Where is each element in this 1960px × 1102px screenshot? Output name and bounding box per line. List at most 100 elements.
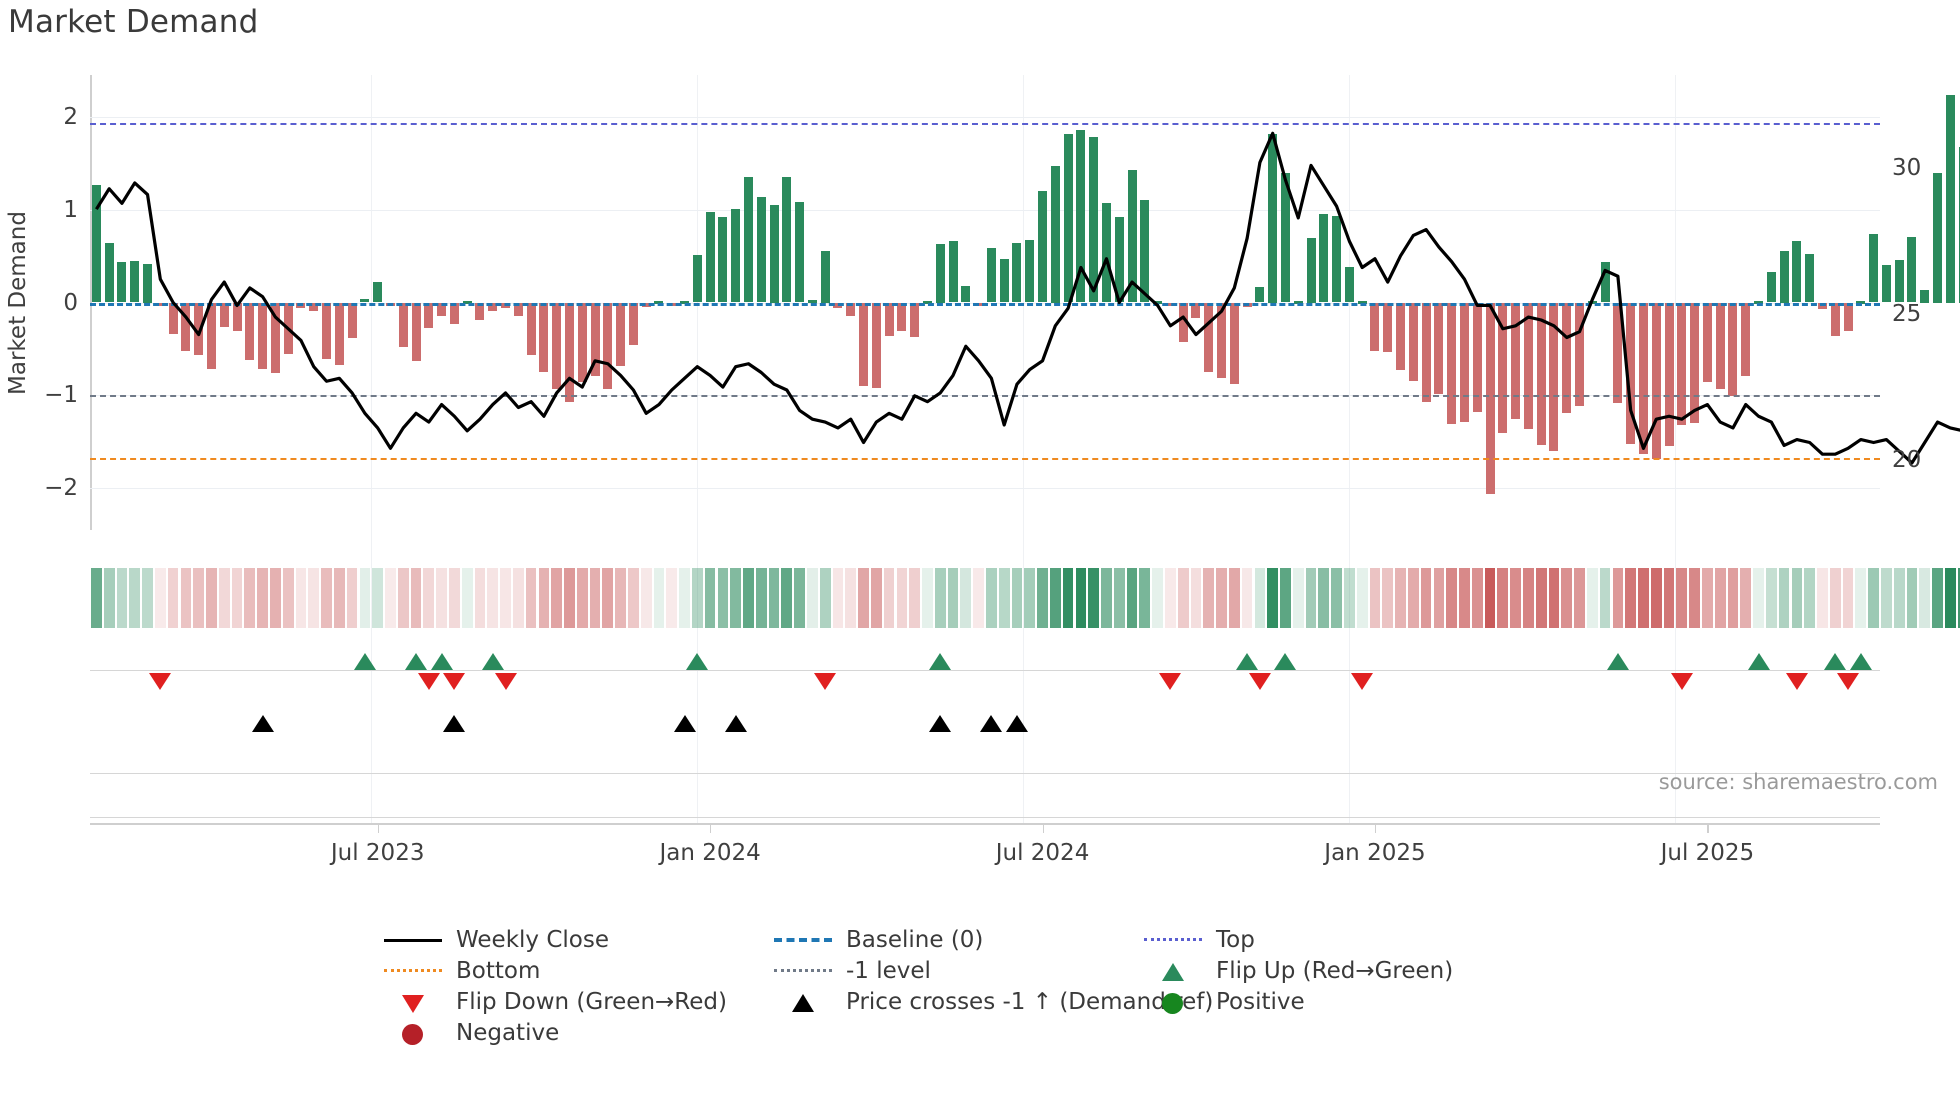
gridline xyxy=(90,116,1880,118)
demand-bar xyxy=(935,244,945,303)
legend-item[interactable]: Flip Down (Green→Red) xyxy=(380,987,727,1017)
heatmap-cell xyxy=(1126,568,1138,628)
reference-line-top xyxy=(90,123,1880,126)
marker-row-flip xyxy=(90,670,1880,671)
circle-icon xyxy=(1162,993,1183,1014)
demand-bar xyxy=(1076,129,1086,303)
demand-bar xyxy=(526,302,536,355)
heatmap-cell xyxy=(449,568,460,628)
demand-bar xyxy=(1805,254,1815,303)
legend-key xyxy=(770,927,836,953)
heatmap-cell xyxy=(346,568,358,628)
demand-bar xyxy=(488,302,498,311)
heatmap-cell xyxy=(1228,568,1240,628)
weekly-close-line xyxy=(95,131,1960,465)
demand-bar xyxy=(398,302,408,348)
legend-item[interactable]: Negative xyxy=(380,1018,559,1048)
flip-up-marker xyxy=(353,653,376,670)
demand-bar xyxy=(1664,302,1674,446)
heatmap-cell xyxy=(1280,568,1291,628)
reference-line-bottom xyxy=(90,457,1880,460)
triangle-up-icon xyxy=(1162,963,1184,981)
legend-item[interactable]: Flip Up (Red→Green) xyxy=(1140,956,1453,986)
demand-bar xyxy=(539,302,549,373)
heatmap-cell xyxy=(385,568,396,628)
demand-bar xyxy=(1114,217,1124,303)
demand-bar xyxy=(1779,250,1789,303)
heatmap-cell xyxy=(1075,568,1087,628)
x-tick-label: Jan 2025 xyxy=(1324,840,1426,866)
heatmap-cell xyxy=(1599,568,1611,628)
heatmap-cell xyxy=(1561,568,1573,628)
heatmap-cell xyxy=(1510,568,1521,628)
demand-bar xyxy=(871,302,881,388)
heatmap-cell xyxy=(679,568,690,628)
demand-bar xyxy=(1523,302,1533,429)
demand-bar xyxy=(1715,302,1725,389)
legend-label: Bottom xyxy=(456,958,541,984)
flip-up-marker xyxy=(1849,653,1872,670)
heatmap-cell xyxy=(1829,568,1841,628)
legend-label: Negative xyxy=(456,1020,560,1046)
heatmap-cell xyxy=(129,568,141,628)
heatmap-cell xyxy=(1944,568,1956,628)
y-tick-label-left: 1 xyxy=(63,196,78,223)
page-title: Market Demand xyxy=(8,4,259,40)
circle-icon xyxy=(402,1024,423,1045)
demand-bar xyxy=(1396,302,1406,371)
heatmap-cell xyxy=(359,568,371,628)
flip-down-marker xyxy=(814,673,837,690)
heatmap-cell xyxy=(1893,568,1905,628)
demand-bar xyxy=(999,258,1009,303)
legend-item[interactable]: Baseline (0) xyxy=(770,925,983,955)
heatmap-cell xyxy=(666,568,678,628)
heatmap-cell xyxy=(372,568,384,628)
heatmap-cell xyxy=(589,568,601,628)
demand-bar xyxy=(373,282,383,303)
legend-item[interactable]: Top xyxy=(1140,925,1255,955)
heatmap-cell xyxy=(1433,568,1445,628)
heatmap-cell xyxy=(1497,568,1509,628)
heatmap-cell xyxy=(1689,568,1700,628)
marker-row-price-cross xyxy=(90,773,1880,774)
heatmap-cell xyxy=(1267,568,1279,628)
heatmap-cell xyxy=(91,568,102,628)
demand-bar xyxy=(564,302,574,402)
demand-bar xyxy=(334,302,344,365)
legend-item[interactable]: Bottom xyxy=(380,956,540,986)
heatmap-cell xyxy=(1382,568,1394,628)
legend-item[interactable]: Price crosses -1 ↑ (Demand ref) xyxy=(770,987,1213,1017)
heatmap-cell xyxy=(819,568,831,628)
flip-up-marker xyxy=(1747,653,1770,670)
demand-bar xyxy=(1575,302,1585,406)
demand-bar xyxy=(1370,302,1380,351)
flip-up-marker xyxy=(686,653,709,670)
demand-bar xyxy=(897,302,907,332)
heatmap-cell xyxy=(193,568,205,628)
heatmap-cell xyxy=(525,568,537,628)
demand-bar xyxy=(1728,302,1738,397)
demand-bar xyxy=(130,260,140,303)
flip-down-marker xyxy=(1159,673,1182,690)
heatmap-cell xyxy=(870,568,882,628)
heatmap-cell xyxy=(1152,568,1163,628)
demand-bar xyxy=(270,302,280,374)
heatmap-cell xyxy=(321,568,332,628)
demand-bar xyxy=(1549,302,1559,452)
heatmap-cell xyxy=(1407,568,1419,628)
legend-item[interactable]: Positive xyxy=(1140,987,1305,1017)
heatmap-cell xyxy=(986,568,997,628)
reference-line-minus1 xyxy=(90,395,1880,398)
heatmap-cell xyxy=(487,568,499,628)
demand-bar xyxy=(258,302,268,370)
heatmap-cell xyxy=(1241,568,1253,628)
heatmap-cell xyxy=(1919,568,1931,628)
demand-bar xyxy=(1741,302,1751,376)
legend-item[interactable]: -1 level xyxy=(770,956,931,986)
heatmap-cell xyxy=(461,568,473,628)
heatmap-cell xyxy=(1574,568,1585,628)
heatmap-cell xyxy=(1420,568,1432,628)
legend-item[interactable]: Weekly Close xyxy=(380,925,609,955)
heatmap-cell xyxy=(1139,568,1151,628)
legend-label: Top xyxy=(1216,927,1255,953)
